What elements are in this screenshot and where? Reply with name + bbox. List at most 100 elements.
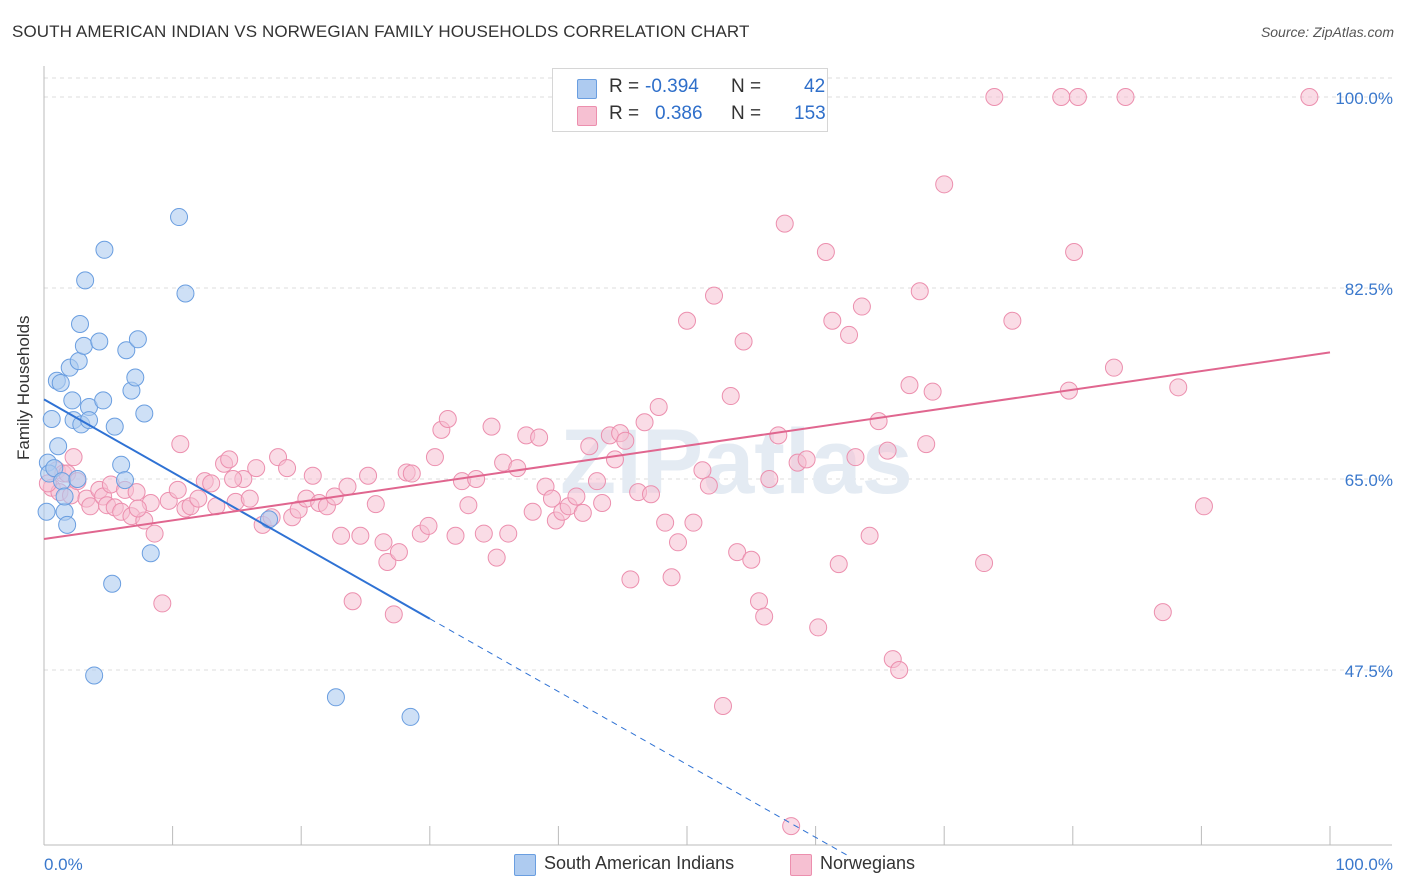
data-point-norwegians (923, 382, 942, 401)
data-point-south-american-indians (105, 417, 124, 436)
data-point-norwegians (438, 409, 457, 428)
data-point-south-american-indians (37, 502, 56, 521)
data-point-norwegians (668, 533, 687, 552)
legend-swatch-blue (514, 854, 536, 876)
data-point-norwegians (797, 450, 816, 469)
data-point-south-american-indians (95, 240, 114, 259)
data-point-norwegians (508, 459, 527, 478)
data-point-norwegians (467, 470, 486, 488)
data-point-south-american-indians (260, 510, 279, 529)
data-point-norwegians (587, 472, 606, 491)
data-point-norwegians (714, 697, 733, 716)
data-point-norwegians (359, 466, 378, 485)
data-point-norwegians (852, 297, 871, 316)
x-tick-labels: 0.0% 100.0% (44, 855, 1393, 874)
data-point-norwegians (419, 516, 438, 535)
data-point-norwegians (171, 435, 190, 454)
data-point-norwegians (459, 496, 478, 515)
data-point-norwegians (374, 533, 393, 552)
data-point-norwegians (616, 431, 635, 450)
data-point-norwegians (499, 524, 518, 543)
data-point-south-american-indians (401, 707, 420, 726)
series-norwegians (38, 88, 1319, 836)
data-point-south-american-indians (74, 336, 93, 355)
x-tick-label: 100.0% (1335, 855, 1393, 874)
y-tick-label: 82.5% (1345, 280, 1393, 299)
data-point-norwegians (775, 214, 794, 233)
data-point-norwegians (869, 412, 888, 431)
data-point-norwegians (343, 592, 362, 611)
legend-label: South American Indians (544, 853, 735, 873)
legend-r-label: R = (609, 103, 640, 124)
data-point-norwegians (366, 495, 385, 514)
data-point-norwegians (1300, 88, 1319, 106)
legend-swatch-pink (790, 854, 812, 876)
x-tick-label: 0.0% (44, 855, 83, 874)
data-point-norwegians (846, 448, 865, 467)
data-point-norwegians (168, 480, 187, 499)
data-point-norwegians (523, 502, 542, 521)
data-point-norwegians (402, 464, 421, 483)
data-point-norwegians (1116, 88, 1135, 106)
data-point-south-american-indians (326, 688, 345, 707)
data-point-norwegians (1169, 378, 1188, 397)
data-point-south-american-indians (117, 341, 136, 360)
data-point-norwegians (878, 441, 897, 460)
data-point-norwegians (985, 88, 1004, 106)
data-point-south-american-indians (128, 330, 147, 349)
legend-n-value: 153 (794, 103, 826, 124)
trend-lines (43, 351, 1331, 856)
data-point-norwegians (728, 543, 747, 562)
data-point-norwegians (128, 499, 147, 518)
gridlines (44, 77, 1392, 671)
data-point-south-american-indians (85, 666, 104, 685)
data-point-south-american-indians (116, 471, 135, 490)
legend-swatch-pink (577, 106, 597, 126)
data-point-south-american-indians (58, 515, 77, 534)
data-point-norwegians (662, 568, 681, 587)
data-point-norwegians (760, 470, 779, 488)
data-point-south-american-indians (63, 391, 82, 410)
data-point-norwegians (567, 487, 586, 506)
data-point-south-american-indians (68, 470, 87, 488)
data-point-norwegians (224, 470, 243, 488)
data-point-norwegians (750, 592, 769, 611)
data-point-norwegians (202, 474, 221, 493)
data-point-norwegians (351, 526, 370, 545)
data-point-south-american-indians (141, 544, 160, 563)
data-point-norwegians (303, 466, 322, 485)
trend-line-norwegians (43, 351, 1331, 541)
data-point-norwegians (917, 435, 936, 454)
data-point-norwegians (384, 605, 403, 624)
data-point-south-american-indians (55, 487, 74, 506)
data-point-south-american-indians (71, 315, 90, 334)
data-point-norwegians (649, 397, 668, 416)
data-point-norwegians (734, 332, 753, 351)
data-point-norwegians (935, 175, 954, 194)
data-point-norwegians (1153, 603, 1172, 622)
legend-r-label: R = (609, 76, 640, 97)
data-point-south-american-indians (90, 332, 109, 351)
data-point-norwegians (482, 417, 501, 436)
data-point-norwegians (64, 448, 83, 467)
legend-n-label: N = (731, 103, 762, 124)
data-point-norwegians (742, 550, 761, 569)
data-point-south-american-indians (51, 373, 70, 392)
data-point-norwegians (641, 485, 660, 504)
data-point-norwegians (621, 570, 640, 589)
data-point-norwegians (755, 607, 774, 626)
data-point-norwegians (1003, 311, 1022, 330)
data-point-norwegians (860, 526, 879, 545)
legend-r-value: -0.394 (645, 76, 699, 97)
data-point-norwegians (693, 461, 712, 480)
data-point-norwegians (699, 476, 718, 495)
source-label: Source: ZipAtlas.com (1260, 24, 1394, 40)
data-point-south-american-indians (53, 472, 72, 491)
data-point-norwegians (705, 286, 724, 305)
trend-line-south-american-indians (43, 398, 431, 620)
chart-title: SOUTH AMERICAN INDIAN VS NORWEGIAN FAMIL… (12, 22, 750, 41)
data-point-south-american-indians (135, 404, 154, 423)
data-point-norwegians (247, 459, 266, 478)
data-point-norwegians (829, 555, 848, 574)
data-point-norwegians (530, 428, 549, 447)
